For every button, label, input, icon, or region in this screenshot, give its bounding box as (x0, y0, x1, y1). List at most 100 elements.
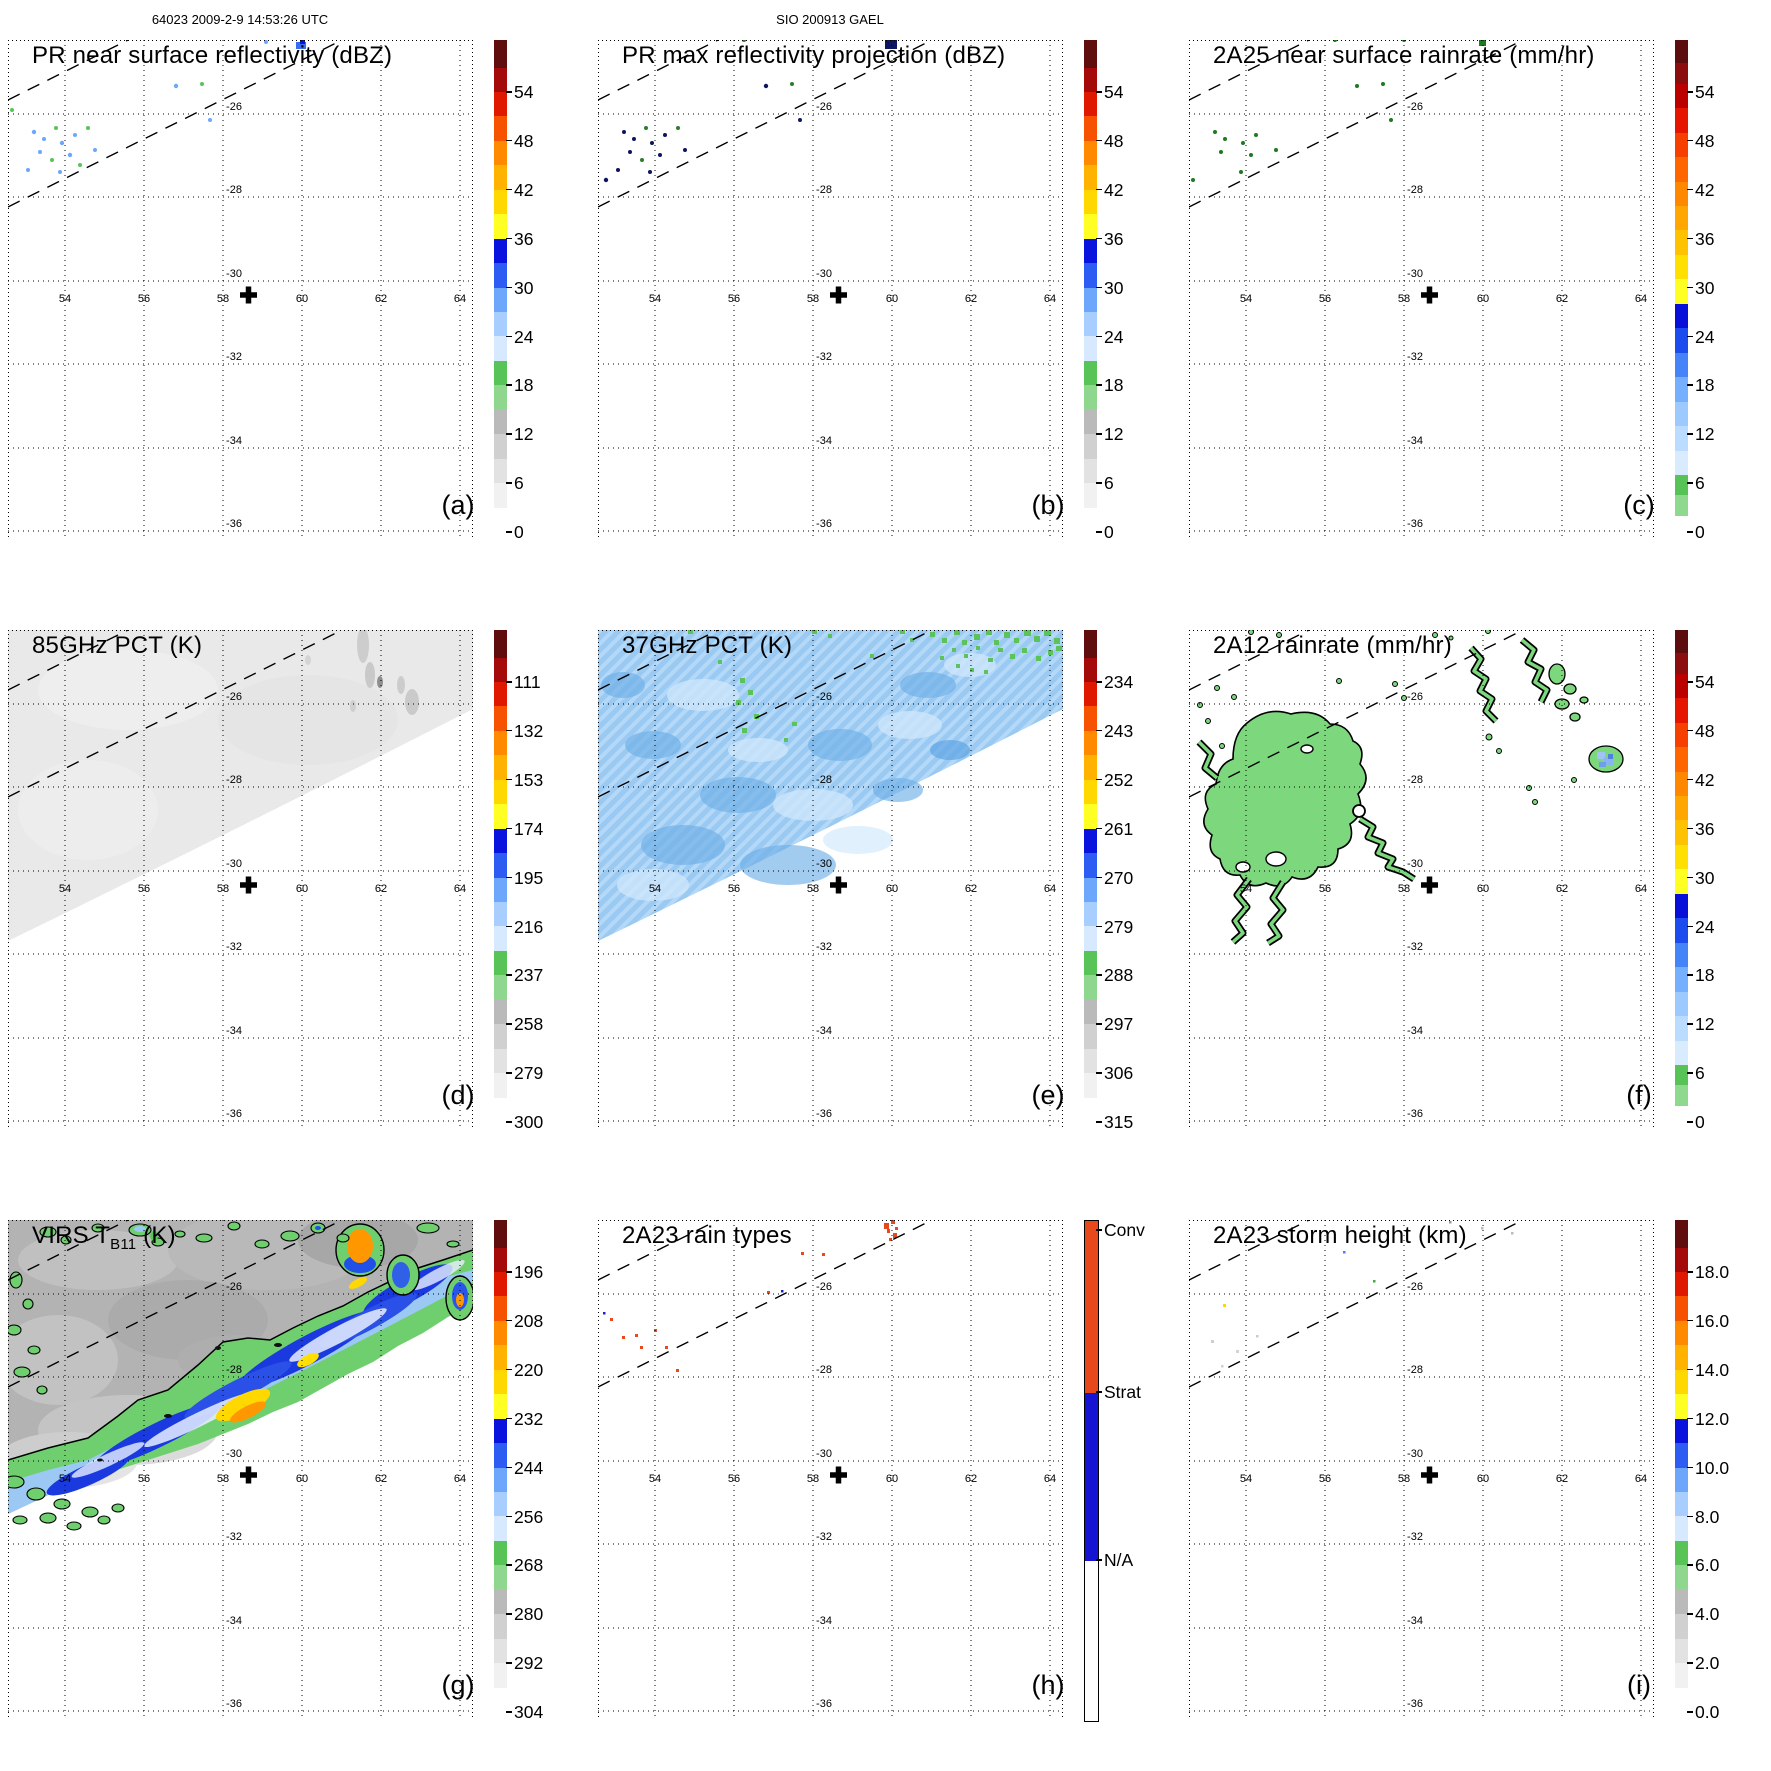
header-storm-id: SIO 200913 GAEL (776, 12, 884, 27)
panel-i-title: 2A23 storm height (km) (1213, 1222, 1467, 1249)
svg-text:58: 58 (1398, 883, 1410, 895)
colorbar-tick-label: 16.0 (1686, 1310, 1730, 1331)
panel-b-colorbar (1084, 40, 1097, 540)
colorbar-tick-label: 153 (505, 769, 544, 790)
svg-text:-32: -32 (816, 351, 832, 363)
svg-text:-30: -30 (816, 1448, 832, 1460)
colorbar-tick-label: 36 (1686, 818, 1715, 839)
panel-c-rain-dots (1191, 40, 1486, 182)
panel-h-colorbar-labels: Conv Strat N/A (1095, 1220, 1174, 1730)
colorbar-tick-label: 261 (1095, 818, 1134, 839)
svg-text:60: 60 (1477, 293, 1489, 305)
svg-text:-36: -36 (1407, 518, 1423, 530)
panel-c-colorbar (1675, 40, 1688, 540)
svg-text:-26: -26 (1407, 101, 1423, 113)
svg-text:62: 62 (375, 1473, 387, 1485)
svg-text:54: 54 (1240, 883, 1252, 895)
panel-e-title: 37GHz PCT (K) (622, 632, 793, 659)
colorbar-tick-label: 36 (505, 228, 534, 249)
svg-text:56: 56 (728, 883, 740, 895)
panel-i-letter: (i) (1627, 1670, 1651, 1700)
svg-text:58: 58 (807, 1473, 819, 1485)
colorbar-tick-label: 6 (1096, 473, 1114, 494)
panel-i-colorbar-ticks: 18.0 16.0 14.0 12.0 10.0 8.0 6.0 4.0 2.0 0.0 (1686, 1220, 1765, 1730)
map-graticule: 54 56 58 60 62 64 -26 -28 -30 -32 -34 -36 (1189, 630, 1654, 1127)
colorbar-tick-label: 54 (505, 82, 534, 102)
panel-c-title: 2A25 near surface rainrate (mm/hr) (1213, 42, 1595, 69)
colorbar-tick-label: 48 (1686, 720, 1715, 741)
svg-text:-32: -32 (1407, 351, 1423, 363)
colorbar-tick-label: 48 (505, 130, 534, 151)
svg-text:56: 56 (138, 883, 150, 895)
svg-text:-26: -26 (1407, 691, 1423, 703)
svg-text:-26: -26 (1407, 1281, 1423, 1293)
colorbar-tick-label: 42 (505, 179, 534, 200)
svg-text:54: 54 (59, 883, 71, 895)
svg-text:62: 62 (1556, 883, 1568, 895)
svg-text:64: 64 (454, 883, 466, 895)
svg-text:-36: -36 (816, 518, 832, 530)
colorbar-tick-label: 288 (1095, 965, 1134, 986)
colorbar-tick-label: 208 (505, 1310, 544, 1331)
storm-center-cross (1421, 1466, 1438, 1484)
colorbar-tick-label: 12 (505, 424, 534, 445)
panel-b-colorbar-ticks: 54 48 42 36 30 24 18 12 6 0 (1095, 40, 1174, 550)
colorbar-tick-label: 48 (1095, 130, 1124, 151)
colorbar-tick-label: 0 (1687, 522, 1705, 543)
svg-text:-30: -30 (1407, 268, 1423, 280)
colorbar-tick-label: 24 (1686, 916, 1715, 937)
svg-text:60: 60 (296, 1473, 308, 1485)
svg-text:-26: -26 (816, 101, 832, 113)
svg-text:62: 62 (965, 293, 977, 305)
svg-text:-28: -28 (226, 774, 242, 786)
header-orbit-datetime: 64023 2009-2-9 14:53:26 UTC (151, 12, 329, 27)
panel-f-title: 2A12 rainrate (mm/hr) (1213, 632, 1452, 659)
colorbar-tick-label: 18 (1686, 375, 1715, 396)
colorbar-tick-label: 54 (1686, 672, 1715, 692)
colorbar-tick-label: 12.0 (1686, 1408, 1730, 1429)
colorbar-tick-label: 30 (1686, 867, 1715, 888)
svg-text:54: 54 (649, 883, 661, 895)
storm-center-cross (1421, 876, 1438, 894)
colorbar-tick-label: 0.0 (1686, 1702, 1720, 1723)
svg-text:-26: -26 (226, 691, 242, 703)
panel-f-colorbar-ticks: 54 48 42 36 30 24 18 12 6 0 (1686, 630, 1765, 1140)
panel-g-map: 54 56 58 60 62 64 -26 -28 -30 -32 -34 -36 (8, 1220, 473, 1717)
colorbar-tick-label: 30 (505, 277, 534, 298)
svg-text:60: 60 (1477, 1473, 1489, 1485)
svg-text:-34: -34 (816, 1025, 832, 1037)
svg-text:-34: -34 (1407, 435, 1423, 447)
panel-g-letter: (g) (441, 1670, 475, 1700)
svg-text:-34: -34 (816, 1615, 832, 1627)
panel-g-title: VIRS TB11 (K) (32, 1222, 176, 1253)
panel-d-letter: (d) (441, 1080, 475, 1110)
svg-text:62: 62 (375, 883, 387, 895)
panel-g-colorbar (494, 1220, 507, 1720)
svg-text:56: 56 (1319, 293, 1331, 305)
panel-d-title: 85GHz PCT (K) (32, 632, 203, 659)
panel-b-echo-dots (603, 40, 897, 183)
panel-a-colorbar (494, 40, 507, 540)
storm-center-cross (240, 286, 257, 304)
svg-text:-36: -36 (1407, 1108, 1423, 1120)
svg-text:-34: -34 (226, 1025, 242, 1037)
svg-text:56: 56 (728, 1473, 740, 1485)
svg-text:60: 60 (296, 883, 308, 895)
svg-text:56: 56 (728, 293, 740, 305)
svg-text:62: 62 (375, 293, 387, 305)
panel-h-colorbar (1084, 1220, 1099, 1722)
colorbar-tick-label: 24 (1095, 326, 1124, 347)
panel-b-letter: (b) (1031, 490, 1065, 520)
colorbar-tick-label: 6 (506, 473, 524, 494)
colorbar-tick-label: 8.0 (1686, 1506, 1720, 1527)
colorbar-tick-label: 42 (1686, 179, 1715, 200)
panel-b: PR max reflectivity projection (dBZ) 54 5… (590, 0, 1180, 590)
map-graticule: 54 56 58 60 62 64 -26 -28 -30 -32 -34 -36 (8, 40, 473, 537)
colorbar-tick-label: 36 (1686, 228, 1715, 249)
colorbar-tick-label: 6 (1687, 1063, 1705, 1084)
colorbar-tick-label: 18 (1686, 965, 1715, 986)
panel-h: 2A23 rain types 54 56 58 60 62 64 -26 -28 -30 -32… (590, 1180, 1180, 1770)
svg-text:64: 64 (454, 293, 466, 305)
svg-text:-30: -30 (226, 268, 242, 280)
colorbar-tick-label: 4.0 (1686, 1604, 1720, 1625)
